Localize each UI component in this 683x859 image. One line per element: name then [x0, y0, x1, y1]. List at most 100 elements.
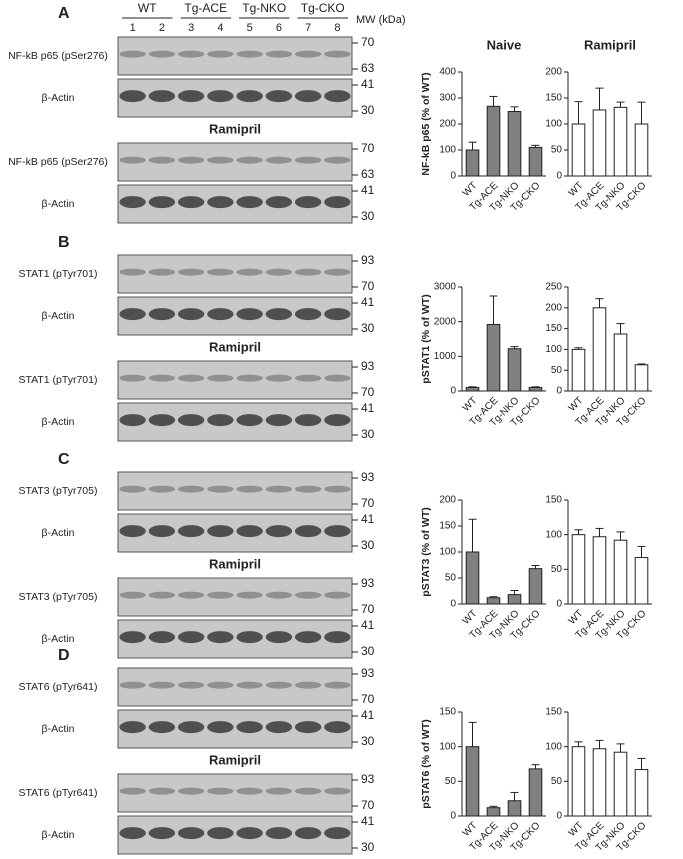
y-tick-label: 150	[439, 707, 456, 718]
blot-band	[148, 308, 176, 321]
mw-marker: 93	[361, 470, 375, 484]
blot-band	[119, 721, 146, 734]
blot-band	[265, 308, 293, 321]
y-tick-label: 2000	[434, 316, 457, 327]
y-tick-label: 200	[545, 67, 562, 78]
blot-band	[177, 196, 205, 209]
bar	[528, 146, 543, 177]
mw-marker: 41	[361, 708, 375, 722]
blot-band	[236, 525, 263, 538]
mw-marker: 41	[361, 618, 375, 632]
bar	[592, 748, 607, 817]
panel-letter: B	[58, 234, 70, 251]
blot-label: β-Actin	[42, 633, 75, 645]
bar	[465, 746, 480, 817]
blot-band	[148, 90, 176, 103]
bar	[592, 307, 607, 392]
bar	[571, 123, 586, 177]
blot-band	[324, 787, 351, 795]
panel-letter: A	[58, 5, 70, 22]
y-tick-label: 1000	[434, 351, 457, 362]
blot-band	[148, 631, 176, 644]
treatment-heading: Ramipril	[209, 556, 261, 571]
blot-band	[324, 827, 351, 840]
mw-marker: 30	[361, 644, 375, 658]
blot-band	[119, 414, 146, 427]
blot-band	[148, 50, 176, 58]
bar	[613, 751, 628, 817]
blot-band	[265, 681, 293, 689]
group-label: Tg-ACE	[184, 1, 227, 15]
y-tick-label: 0	[556, 386, 562, 397]
blot-band	[207, 787, 234, 795]
blot-band	[294, 631, 322, 644]
blot-band	[294, 268, 322, 276]
mw-marker: 93	[361, 253, 375, 267]
bar	[507, 800, 522, 817]
bar	[571, 348, 586, 392]
bar	[486, 597, 501, 605]
blot-band	[119, 308, 146, 321]
blot-band	[207, 591, 234, 599]
blot-band	[324, 631, 351, 644]
blot-band	[265, 156, 293, 164]
blot-band	[294, 196, 322, 209]
blot-band	[207, 631, 234, 644]
mw-marker: 63	[361, 167, 375, 181]
y-tick-label: 50	[551, 365, 563, 376]
blot-band	[207, 525, 234, 538]
blot-band	[236, 156, 263, 164]
blot-band	[236, 827, 263, 840]
bar	[465, 149, 480, 177]
blot-band	[177, 681, 205, 689]
mw-label: MW (kDa)	[356, 14, 406, 26]
blot-band	[207, 827, 234, 840]
lane-number: 2	[159, 22, 165, 34]
mw-marker: 93	[361, 666, 375, 680]
y-tick-label: 150	[545, 323, 562, 334]
blot-label: β-Actin	[42, 416, 75, 428]
blot-band	[177, 787, 205, 795]
blot-band	[236, 485, 263, 493]
lane-number: 4	[217, 22, 223, 34]
y-axis-label: pSTAT6 (% of WT)	[420, 719, 432, 808]
blot-band	[207, 50, 234, 58]
lane-number: 1	[130, 22, 136, 34]
y-tick-label: 3000	[434, 282, 457, 293]
mw-marker: 70	[361, 798, 375, 812]
blot-band	[236, 681, 263, 689]
bar	[507, 348, 522, 392]
blot-band	[324, 308, 351, 321]
mw-marker: 93	[361, 359, 375, 373]
blot-band	[119, 156, 146, 164]
mw-marker: 93	[361, 576, 375, 590]
mw-marker: 41	[361, 814, 375, 828]
y-tick-label: 100	[439, 741, 456, 752]
mw-marker: 70	[361, 602, 375, 616]
blot-band	[265, 525, 293, 538]
blot-label: β-Actin	[42, 829, 75, 841]
blot-band	[265, 485, 293, 493]
blot-label: STAT3 (pTyr705)	[19, 591, 98, 603]
blot-band	[207, 721, 234, 734]
bar	[634, 557, 649, 605]
blot-band	[207, 485, 234, 493]
blot-band	[265, 90, 293, 103]
blot-band	[324, 591, 351, 599]
y-tick-label: 100	[545, 529, 562, 540]
y-axis-label: pSTAT1 (% of WT)	[420, 294, 432, 383]
blot-band	[148, 681, 176, 689]
bar	[613, 106, 628, 177]
blot-band	[177, 50, 205, 58]
y-tick-label: 100	[545, 344, 562, 355]
blot-band	[236, 374, 263, 382]
lane-number: 6	[276, 22, 282, 34]
bar	[486, 323, 501, 392]
blot-band	[294, 90, 322, 103]
bar	[634, 123, 649, 177]
group-label: WT	[138, 1, 157, 15]
panel-letter: C	[58, 451, 70, 468]
mw-marker: 30	[361, 103, 375, 117]
mw-marker: 70	[361, 496, 375, 510]
